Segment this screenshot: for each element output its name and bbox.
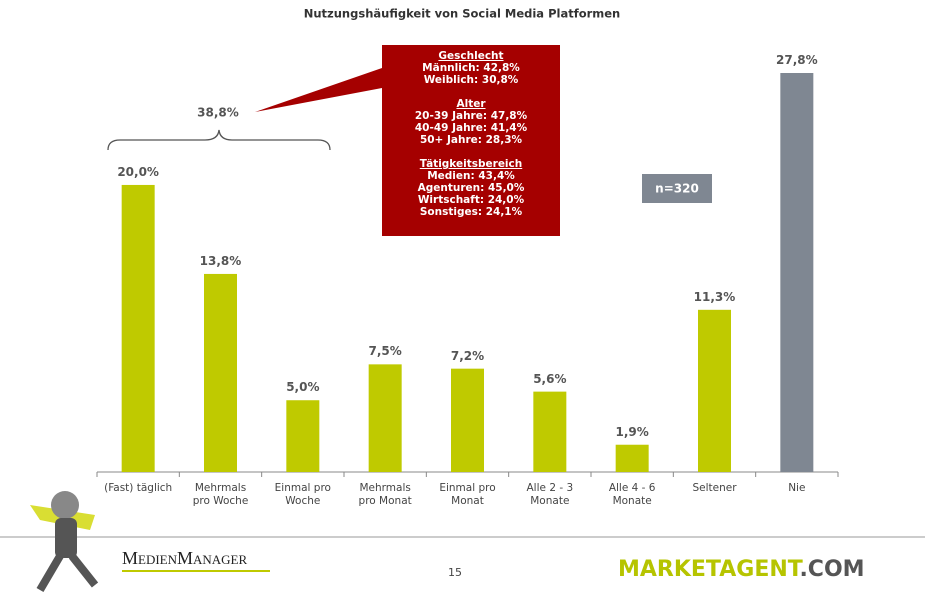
bar [121, 184, 155, 472]
callout-heading: Tätigkeitsbereich [419, 158, 523, 170]
brace-label: 38,8% [197, 106, 239, 120]
sample-box [642, 174, 712, 203]
value-label: 5,0% [286, 380, 320, 395]
brace [107, 129, 331, 151]
callout-line: Wirtschaft: 24,0% [417, 194, 525, 206]
callout-line: Sonstiges: 24,1% [419, 206, 523, 218]
logo-right-suffix: .COM [799, 557, 864, 582]
x-tick-label: Einmal pro Woche [274, 482, 331, 507]
callout-line: 20-39 Jahre: 47,8% [414, 110, 528, 122]
bar [368, 364, 402, 472]
value-label: 1,9% [615, 424, 649, 439]
x-tick-label: Seltener [692, 482, 737, 494]
bar [204, 273, 237, 472]
callout-line: Agenturen: 45,0% [417, 182, 525, 194]
bar [286, 400, 320, 472]
bar [533, 391, 567, 472]
callout-line: Männlich: 42,8% [422, 62, 520, 74]
callout-heading: Alter [456, 98, 486, 110]
logo-right: MARKETAGENT.COM [618, 557, 865, 582]
mascot [30, 491, 99, 593]
value-label: 7,2% [450, 348, 485, 363]
x-tick-label: Nie [788, 482, 806, 494]
bar [451, 368, 484, 472]
bar [780, 73, 814, 472]
x-tick-label: (Fast) täglich [104, 482, 173, 494]
value-label: 20,0% [117, 164, 159, 179]
x-tick-label: Einmal pro Monat [439, 482, 496, 507]
logo-right-main: MARKETAGENT [618, 557, 803, 582]
callout-text: Geschlecht Männlich: 42,8% Weiblich: 30,8%… [382, 50, 560, 218]
callout-line: 40-49 Jahre: 41,4% [414, 122, 528, 134]
callout-line: Medien: 43,4% [427, 170, 515, 182]
sample-label: n=320 [655, 182, 699, 196]
value-label: 5,6% [533, 371, 567, 386]
value-label: 27,8% [776, 53, 818, 67]
logo-left: MedienManager [122, 548, 247, 568]
chart-title: Nutzungshäufigkeit von Social Media Plat… [304, 7, 621, 21]
x-tick-label: Mehrmals pro Woche [192, 482, 249, 507]
page-number: 15 [448, 566, 462, 579]
callout-line: 50+ Jahre: 28,3% [419, 134, 523, 146]
callout-gap [382, 146, 560, 158]
callout-heading: Geschlecht [438, 50, 504, 62]
callout-gap [382, 86, 560, 98]
callout-box [255, 45, 560, 236]
x-tick-label: Alle 4 - 6 Monate [608, 482, 656, 507]
callout-line: Weiblich: 30,8% [423, 74, 519, 86]
x-tick-label: Alle 2 - 3 Monate [526, 482, 574, 507]
value-label: 11,3% [693, 289, 736, 304]
x-tick-label: Mehrmals pro Monat [358, 482, 412, 507]
value-label: 7,5% [368, 344, 402, 359]
bar [615, 444, 649, 472]
bar [698, 309, 731, 472]
value-label: 13,8% [199, 253, 242, 268]
